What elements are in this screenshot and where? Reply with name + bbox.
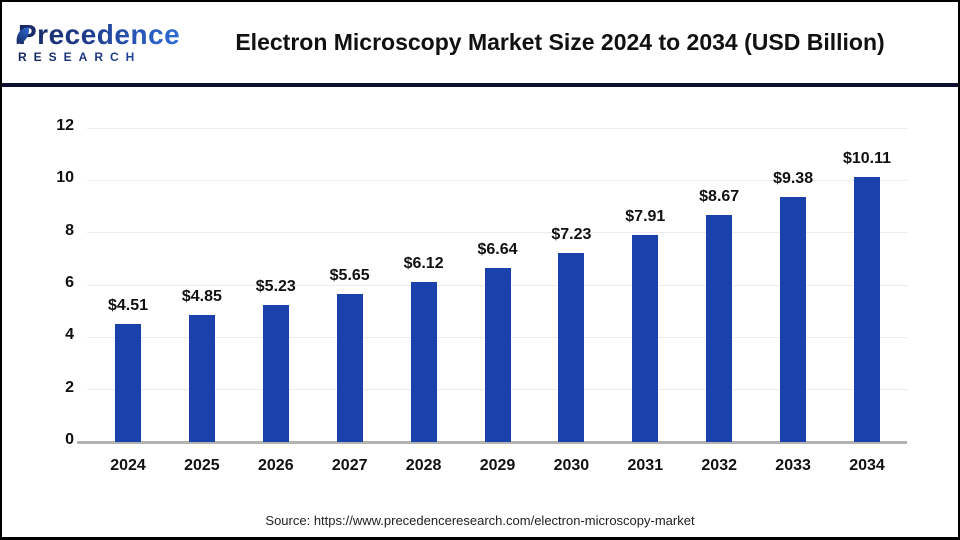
x-tick-2030: 2030 (553, 457, 590, 474)
bar-2025 (188, 315, 215, 442)
value-label-2026: $5.23 (255, 278, 296, 296)
logo-subtitle: RESEARCH (18, 50, 192, 64)
gridline-8 (87, 232, 907, 234)
y-tick-6: 6 (65, 274, 74, 291)
x-tick-2034: 2034 (849, 457, 885, 474)
value-label-2031: $7.91 (625, 208, 666, 226)
bar-2027 (336, 294, 363, 442)
x-tick-2027: 2027 (331, 457, 368, 474)
logo-wordmark: Precedence (18, 18, 181, 50)
x-tick-2024: 2024 (110, 457, 146, 474)
y-tick-8: 8 (65, 221, 74, 239)
x-tick-2033: 2033 (775, 457, 811, 474)
x-tick-2025: 2025 (184, 457, 220, 474)
bar-2034 (854, 177, 880, 442)
value-label-2032: $8.67 (699, 188, 740, 206)
value-label-2030: $7.23 (551, 225, 592, 243)
bar-2026 (262, 305, 289, 442)
y-tick-4: 4 (65, 326, 74, 344)
precedence-research-logo: Precedence RESEARCH (2, 18, 192, 64)
bar-2032 (706, 215, 733, 442)
value-label-2024: $4.51 (107, 296, 149, 314)
x-tick-2032: 2032 (701, 457, 737, 474)
y-tick-12: 12 (56, 117, 74, 134)
value-label-2034: $10.11 (842, 150, 892, 168)
value-label-2028: $6.12 (403, 254, 444, 272)
gridline-10 (87, 179, 907, 181)
bar-2028 (410, 281, 437, 442)
x-tick-2031: 2031 (627, 457, 664, 474)
bar-2031 (632, 235, 659, 442)
source-text: Source: https://www.precedenceresearch.c… (265, 513, 695, 528)
x-tick-2028: 2028 (405, 457, 442, 474)
leaf-icon (16, 26, 30, 44)
value-label-2033: $9.38 (773, 169, 814, 187)
bar-2029 (484, 268, 511, 442)
chart-header: Precedence RESEARCH Electron Microscopy … (2, 2, 958, 82)
x-axis-baseline (77, 441, 907, 444)
y-tick-0: 0 (65, 431, 74, 448)
gridline-12 (87, 127, 907, 129)
x-tick-2026: 2026 (258, 457, 294, 474)
value-label-2029: $6.64 (477, 241, 518, 259)
bar-2024 (115, 323, 141, 442)
x-tick-2029: 2029 (479, 457, 516, 474)
value-label-2025: $4.85 (181, 288, 222, 306)
y-tick-10: 10 (56, 169, 74, 187)
y-tick-2: 2 (65, 378, 74, 396)
bar-2033 (780, 196, 807, 442)
chart-title: Electron Microscopy Market Size 2024 to … (235, 28, 885, 55)
value-label-2027: $5.65 (329, 267, 370, 285)
header-divider (2, 83, 958, 87)
bar-2030 (558, 252, 585, 442)
